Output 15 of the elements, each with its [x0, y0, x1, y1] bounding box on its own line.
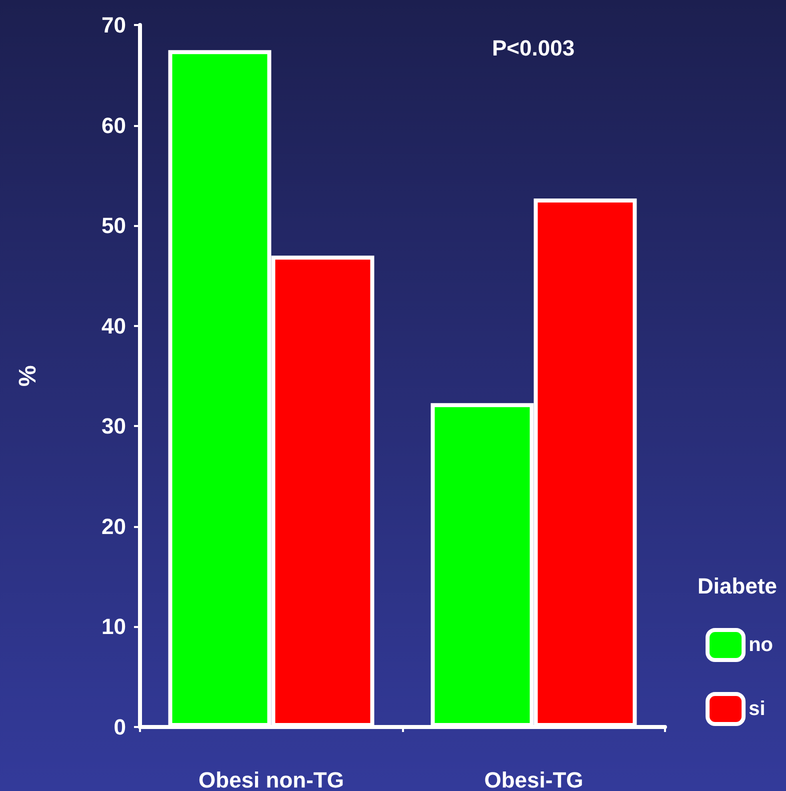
y-tick-label: 40 [102, 313, 126, 338]
y-tick-label: 30 [102, 414, 126, 439]
y-tick-label: 20 [102, 514, 126, 539]
legend-title: Diabete [698, 574, 778, 598]
x-tick-label: Obesi non-TG [198, 768, 344, 791]
legend-label: si [748, 698, 766, 720]
y-tick-label: 60 [102, 112, 126, 138]
y-tick-label: 10 [102, 614, 126, 640]
y-tick-label: 50 [102, 213, 126, 238]
y-tick-label: 0 [114, 714, 126, 740]
y-tick-label: 70 [102, 12, 126, 38]
x-tick-label: Obesi-TG [484, 768, 584, 791]
annotation: P<0.003 [492, 36, 575, 60]
legend-label: no [748, 634, 774, 656]
y-axis-title: % [14, 365, 42, 387]
